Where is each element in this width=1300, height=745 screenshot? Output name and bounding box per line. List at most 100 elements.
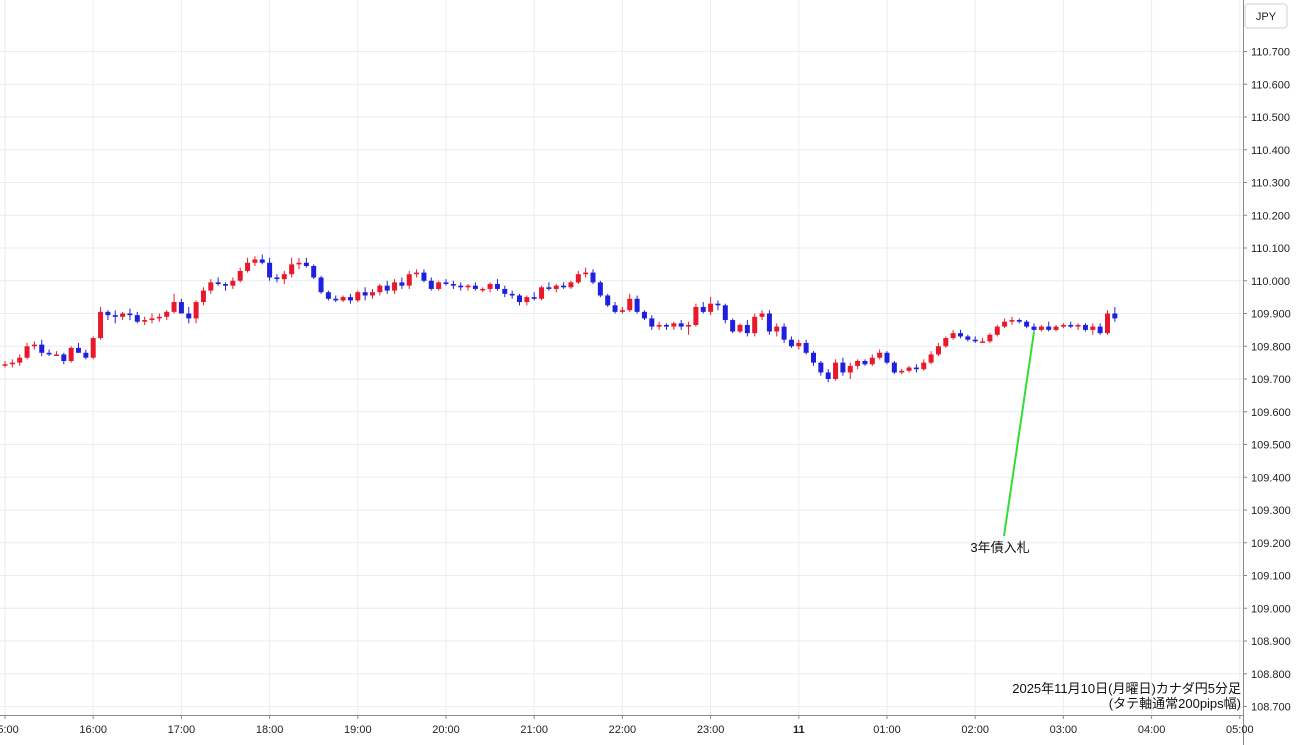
candle-body xyxy=(443,282,449,285)
candle xyxy=(289,257,295,278)
candle xyxy=(17,354,23,366)
candle-body xyxy=(825,372,831,379)
candle xyxy=(120,311,126,321)
candle-body xyxy=(347,297,353,301)
candle xyxy=(428,277,434,291)
candle-body xyxy=(414,272,420,275)
candle-body xyxy=(274,277,280,280)
candle-body xyxy=(1097,326,1103,334)
candle xyxy=(958,329,963,339)
candle-body xyxy=(237,270,243,281)
candle xyxy=(421,269,427,283)
candle xyxy=(1053,324,1059,332)
candle xyxy=(847,362,853,379)
y-tick-label: 109.200 xyxy=(1251,538,1291,550)
candle-body xyxy=(641,311,647,319)
candle xyxy=(311,264,317,280)
caption-line-1: 2025年11月10日(月曜日)カナダ円5分足 xyxy=(1012,681,1241,696)
candle-body xyxy=(127,313,133,316)
candle xyxy=(884,351,890,365)
candle xyxy=(862,359,868,366)
candle xyxy=(546,282,552,291)
candle-body xyxy=(76,347,81,353)
y-axis-ticks: 110.700 110.600 110.500 110.400 110.300 110.2… xyxy=(1243,47,1291,714)
candle-body xyxy=(575,274,581,283)
candle-body xyxy=(193,302,199,319)
candle-body xyxy=(715,303,721,306)
candle xyxy=(737,323,743,334)
candle-body xyxy=(671,323,677,327)
currency-box[interactable]: JPY xyxy=(1244,3,1288,29)
candle xyxy=(744,320,750,337)
candle-body xyxy=(597,282,603,296)
candle-body xyxy=(1031,326,1037,330)
candle xyxy=(1112,306,1118,322)
candle xyxy=(583,267,589,278)
candle xyxy=(1060,323,1066,329)
candle-body xyxy=(1046,326,1052,330)
candle xyxy=(715,300,721,311)
candle-body xyxy=(289,264,295,275)
candle-body xyxy=(370,292,375,296)
candle xyxy=(2,360,8,368)
candle xyxy=(708,297,714,316)
candle-body xyxy=(362,292,368,296)
candle-body xyxy=(568,282,574,288)
candle-body xyxy=(1038,326,1044,330)
x-tick-label: 19:00 xyxy=(344,724,372,736)
candle xyxy=(575,270,581,285)
candle-body xyxy=(759,313,765,317)
candle-body xyxy=(788,339,794,347)
candle-body xyxy=(906,367,912,371)
candle-body xyxy=(649,318,655,327)
candle xyxy=(502,285,508,298)
candle-body xyxy=(994,326,1000,335)
candle xyxy=(178,298,184,314)
y-tick-label: 110.000 xyxy=(1251,276,1290,288)
x-tick-label: 11 xyxy=(793,724,805,736)
candle xyxy=(1090,323,1096,335)
candle-body xyxy=(774,326,780,332)
candle-body xyxy=(928,354,934,363)
candle-body xyxy=(230,280,236,286)
candle-body xyxy=(112,315,118,317)
candle xyxy=(90,336,96,360)
candle xyxy=(83,349,89,360)
candle xyxy=(568,280,574,289)
candle xyxy=(392,279,398,294)
candle-body xyxy=(465,285,471,288)
candle xyxy=(788,336,794,348)
candle xyxy=(355,290,361,303)
candle-body xyxy=(436,282,442,289)
candle-body xyxy=(267,262,273,278)
candle xyxy=(105,310,111,321)
candle xyxy=(24,342,30,360)
candle xyxy=(458,282,464,291)
candle-body xyxy=(311,266,317,278)
y-tick-label: 109.700 xyxy=(1251,374,1291,386)
candle xyxy=(61,352,67,365)
candle-body xyxy=(869,357,875,365)
candle xyxy=(414,269,420,278)
y-tick-label: 109.100 xyxy=(1251,571,1291,583)
candle xyxy=(142,316,148,325)
candle xyxy=(619,306,625,314)
candle-body xyxy=(634,298,640,312)
candle-body xyxy=(281,274,287,280)
candle-body xyxy=(531,297,537,299)
candle-body xyxy=(612,305,618,312)
candle-body xyxy=(656,324,662,327)
candle xyxy=(370,288,375,299)
candle-body xyxy=(406,274,412,286)
candle-body xyxy=(899,370,905,373)
candle-body xyxy=(862,360,868,365)
candle xyxy=(935,342,941,357)
candle xyxy=(53,351,59,357)
candle xyxy=(171,293,177,314)
candle-body xyxy=(980,341,986,343)
y-tick-label: 109.500 xyxy=(1251,440,1291,452)
candle xyxy=(1097,323,1103,335)
candle-body xyxy=(156,316,162,319)
candle xyxy=(267,257,273,281)
candle-body xyxy=(384,285,390,291)
